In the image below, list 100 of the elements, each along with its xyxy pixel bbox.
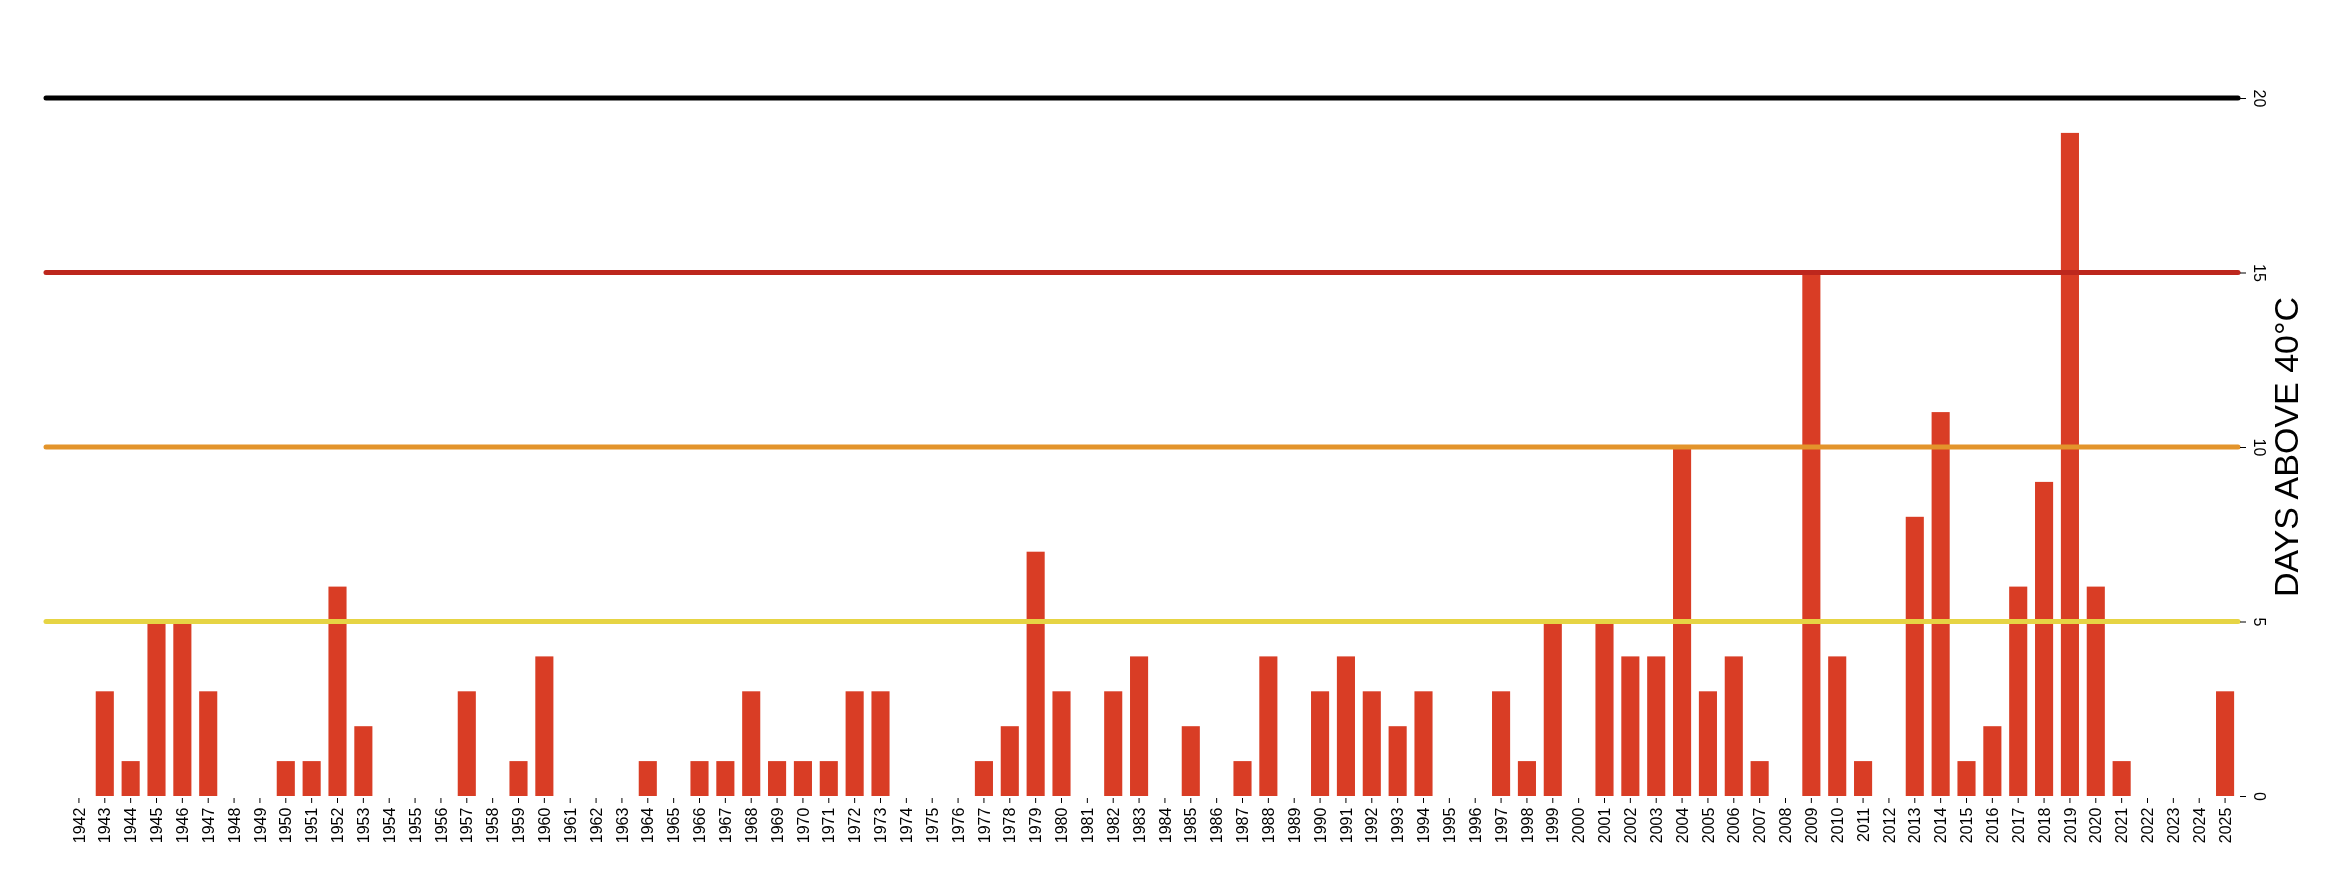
bar: [2216, 691, 2235, 796]
bar: [1957, 761, 1976, 796]
bar: [1233, 761, 1252, 796]
y-tick-label: 20: [2251, 89, 2268, 108]
x-tick-label: 1958: [484, 807, 502, 844]
bar: [1621, 656, 1640, 796]
bar: [1931, 412, 1950, 796]
bar: [690, 761, 709, 796]
x-tick-label: 1956: [432, 807, 450, 844]
bar: [1698, 691, 1717, 796]
x-tick-label: 1949: [251, 807, 269, 844]
x-tick-label: 1989: [1285, 807, 1303, 844]
x-tick-label: 1957: [458, 807, 476, 844]
y-tick-label: 10: [2251, 438, 2268, 457]
y-tick-label: 5: [2251, 617, 2268, 627]
x-tick-label: 2011: [1854, 807, 1872, 843]
bar: [2009, 586, 2028, 796]
x-tick-label: 2025: [2216, 807, 2234, 844]
x-tick-label: 2001: [1596, 807, 1614, 844]
bar: [768, 761, 787, 796]
bar: [509, 761, 528, 796]
x-tick-label: 2008: [1777, 807, 1795, 844]
bar: [1259, 656, 1278, 796]
bar: [1181, 726, 1200, 796]
x-tick-label: 2020: [2087, 807, 2105, 844]
bar: [535, 656, 554, 796]
bar: [354, 726, 373, 796]
x-tick-label: 2003: [1647, 807, 1665, 844]
bar: [121, 761, 140, 796]
x-tick-label: 2010: [1828, 807, 1846, 844]
bar: [1026, 551, 1045, 796]
bar: [1000, 726, 1019, 796]
y-tick-label: 15: [2251, 264, 2268, 282]
bar: [1647, 656, 1666, 796]
x-tick-label: 1951: [303, 807, 321, 844]
x-tick-label: 1984: [1156, 807, 1174, 844]
x-tick-label: 1994: [1415, 807, 1433, 844]
x-tick-label: 1998: [1518, 807, 1536, 844]
bar: [1104, 691, 1123, 796]
bar: [1492, 691, 1511, 796]
bar: [1052, 691, 1071, 796]
x-tick-label: 1996: [1466, 807, 1484, 844]
bar: [1388, 726, 1407, 796]
bar: [95, 691, 114, 796]
x-tick-label: 2004: [1673, 807, 1691, 844]
x-tick-label: 1964: [639, 807, 657, 844]
bar: [1724, 656, 1743, 796]
x-tick-label: 1982: [1104, 807, 1122, 844]
bar: [1802, 272, 1821, 796]
bar: [1983, 726, 2002, 796]
bar: [1414, 691, 1433, 796]
bar: [1673, 447, 1692, 796]
x-tick-label: 1992: [1363, 807, 1381, 844]
bar: [845, 691, 864, 796]
bar: [1828, 656, 1847, 796]
bar: [1905, 516, 1924, 796]
y-tick-label: 0: [2251, 792, 2268, 802]
x-tick-label: 1990: [1311, 807, 1329, 844]
bar: [147, 621, 166, 796]
bar: [199, 691, 218, 796]
x-tick-label: 1981: [1078, 807, 1096, 844]
x-tick-label: 2024: [2190, 807, 2208, 844]
x-tick-label: 2009: [1802, 807, 1820, 844]
x-tick-label: 1962: [587, 807, 605, 844]
x-tick-label: 2005: [1699, 807, 1717, 844]
x-tick-label: 1943: [96, 807, 114, 844]
x-tick-label: 1953: [354, 807, 372, 844]
bar: [638, 761, 657, 796]
x-tick-label: 1955: [406, 807, 424, 844]
x-tick-label: 2012: [1880, 807, 1898, 844]
x-tick-label: 1967: [716, 807, 734, 844]
x-tick-label: 2019: [2061, 807, 2079, 844]
x-tick-label: 1983: [1130, 807, 1148, 844]
x-tick-label: 1974: [897, 807, 915, 844]
bar: [819, 761, 838, 796]
x-tick-label: 1975: [923, 807, 941, 844]
x-tick-label: 2002: [1621, 807, 1639, 844]
x-tick-label: 1979: [1027, 807, 1045, 844]
x-tick-label: 1969: [768, 807, 786, 844]
bar: [871, 691, 890, 796]
x-tick-label: 1965: [665, 807, 683, 844]
y-axis-title: DAYS ABOVE 40°C: [2267, 296, 2305, 598]
x-tick-label: 1972: [846, 807, 864, 844]
x-tick-label: 1988: [1259, 807, 1277, 844]
x-tick-label: 2023: [2164, 807, 2182, 844]
x-tick-label: 2018: [2035, 807, 2053, 844]
bar: [1336, 656, 1355, 796]
bar: [1595, 621, 1614, 796]
x-tick-label: 1963: [613, 807, 631, 844]
x-tick-label: 2016: [1983, 807, 2001, 844]
x-tick-label: 1976: [949, 807, 967, 844]
bar: [742, 691, 761, 796]
x-tick-label: 1985: [1182, 807, 1200, 844]
bar: [1750, 761, 1769, 796]
bar: [2086, 586, 2105, 796]
bar: [1130, 656, 1149, 796]
x-tick-label: 1948: [225, 807, 243, 844]
x-tick-label: 2014: [1932, 807, 1950, 844]
bar: [716, 761, 735, 796]
x-tick-label: 1966: [691, 807, 709, 844]
